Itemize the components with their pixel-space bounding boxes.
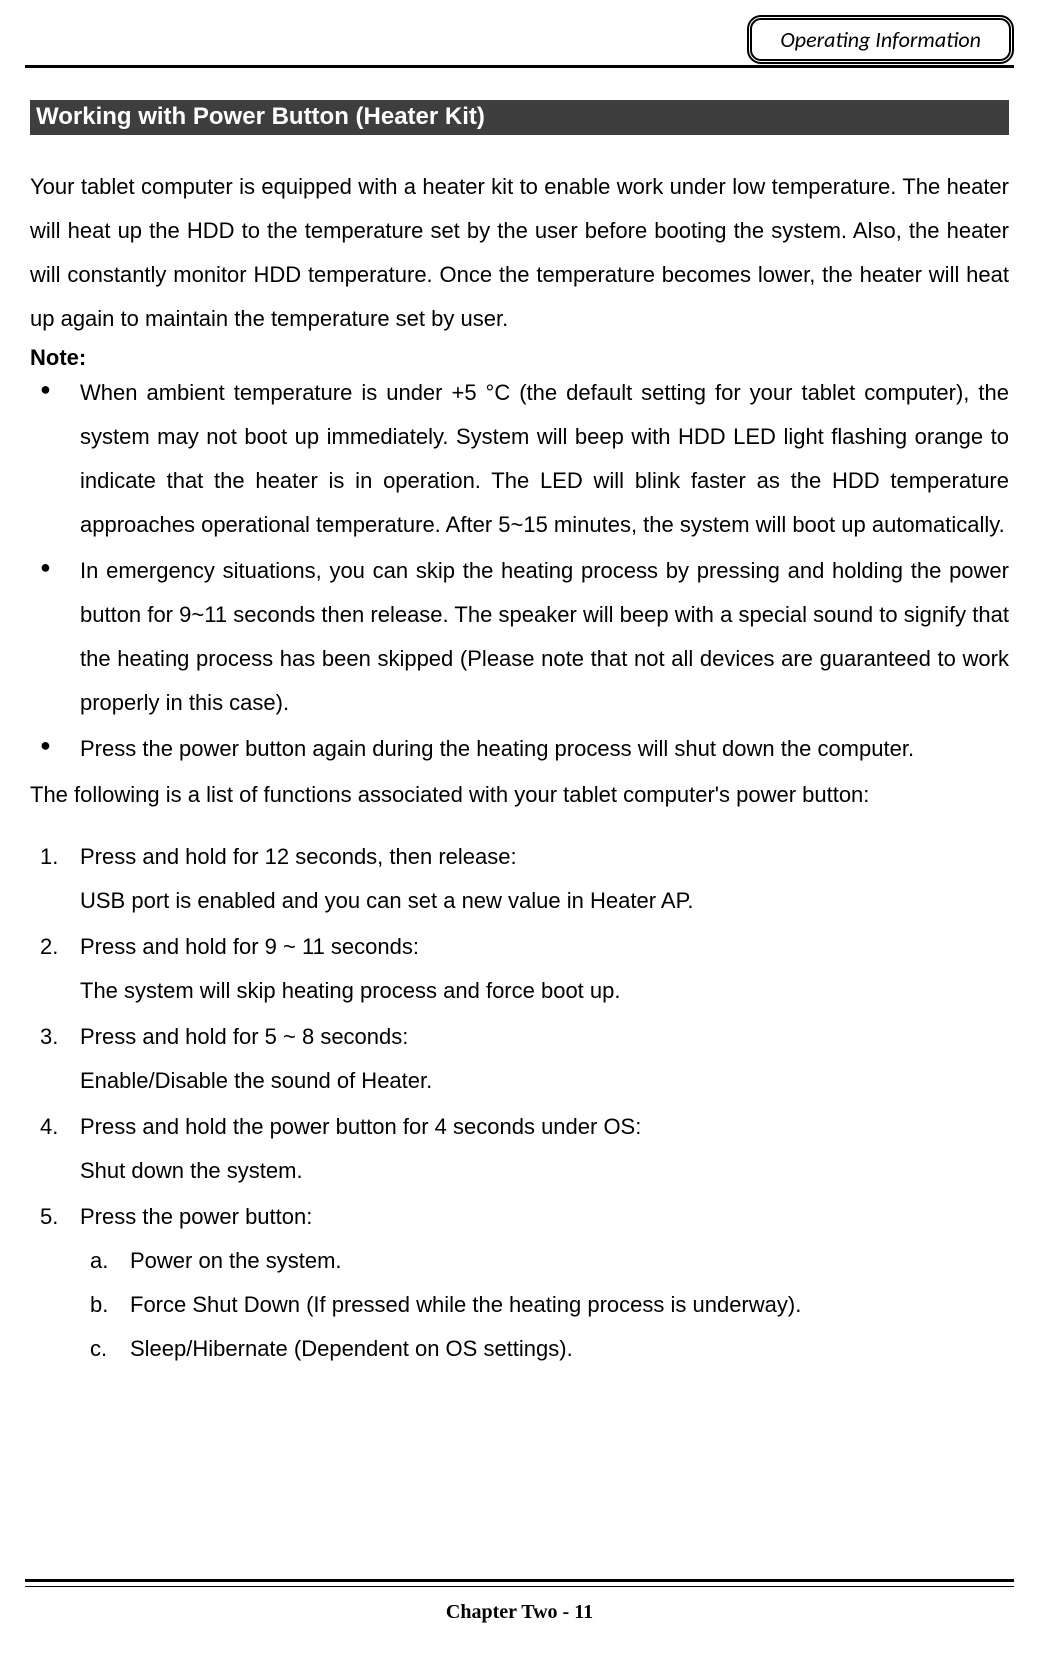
note-bullet-item: Press the power button again during the … bbox=[30, 727, 1009, 771]
footer-rule-thin bbox=[25, 1586, 1014, 1587]
function-action: Press and hold for 12 seconds, then rele… bbox=[80, 835, 1009, 879]
function-result: USB port is enabled and you can set a ne… bbox=[80, 879, 1009, 923]
function-action: Press the power button: bbox=[80, 1195, 1009, 1239]
footer-rule-thick bbox=[25, 1579, 1014, 1582]
functions-list: Press and hold for 12 seconds, then rele… bbox=[30, 835, 1009, 1371]
header-rule bbox=[25, 65, 1014, 68]
intro-paragraph: Your tablet computer is equipped with a … bbox=[30, 165, 1009, 341]
function-item: Press and hold for 5 ~ 8 seconds: Enable… bbox=[30, 1015, 1009, 1103]
header-badge: Operating Information bbox=[747, 15, 1014, 64]
section-title: Working with Power Button (Heater Kit) bbox=[30, 100, 1009, 135]
note-bullet-list: When ambient temperature is under +5 °C … bbox=[30, 371, 1009, 771]
function-item: Press and hold the power button for 4 se… bbox=[30, 1105, 1009, 1193]
page-footer: Chapter Two - 11 bbox=[25, 1579, 1014, 1624]
function-sublist: Power on the system. Force Shut Down (If… bbox=[80, 1239, 1009, 1371]
note-label: Note: bbox=[30, 345, 1009, 371]
function-item: Press the power button: Power on the sys… bbox=[30, 1195, 1009, 1371]
function-result: Enable/Disable the sound of Heater. bbox=[80, 1059, 1009, 1103]
function-action: Press and hold the power button for 4 se… bbox=[80, 1105, 1009, 1149]
function-action: Press and hold for 5 ~ 8 seconds: bbox=[80, 1015, 1009, 1059]
functions-intro: The following is a list of functions ass… bbox=[30, 773, 1009, 817]
note-bullet-item: In emergency situations, you can skip th… bbox=[30, 549, 1009, 725]
function-result: The system will skip heating process and… bbox=[80, 969, 1009, 1013]
page: Operating Information Working with Power… bbox=[0, 0, 1039, 1654]
function-item: Press and hold for 12 seconds, then rele… bbox=[30, 835, 1009, 923]
function-action: Press and hold for 9 ~ 11 seconds: bbox=[80, 925, 1009, 969]
footer-text: Chapter Two - 11 bbox=[25, 1601, 1014, 1624]
note-bullet-item: When ambient temperature is under +5 °C … bbox=[30, 371, 1009, 547]
function-subitem: Force Shut Down (If pressed while the he… bbox=[80, 1283, 1009, 1327]
function-subitem: Sleep/Hibernate (Dependent on OS setting… bbox=[80, 1327, 1009, 1371]
function-subitem: Power on the system. bbox=[80, 1239, 1009, 1283]
function-item: Press and hold for 9 ~ 11 seconds: The s… bbox=[30, 925, 1009, 1013]
content-area: Working with Power Button (Heater Kit) Y… bbox=[30, 100, 1009, 1373]
function-result: Shut down the system. bbox=[80, 1149, 1009, 1193]
